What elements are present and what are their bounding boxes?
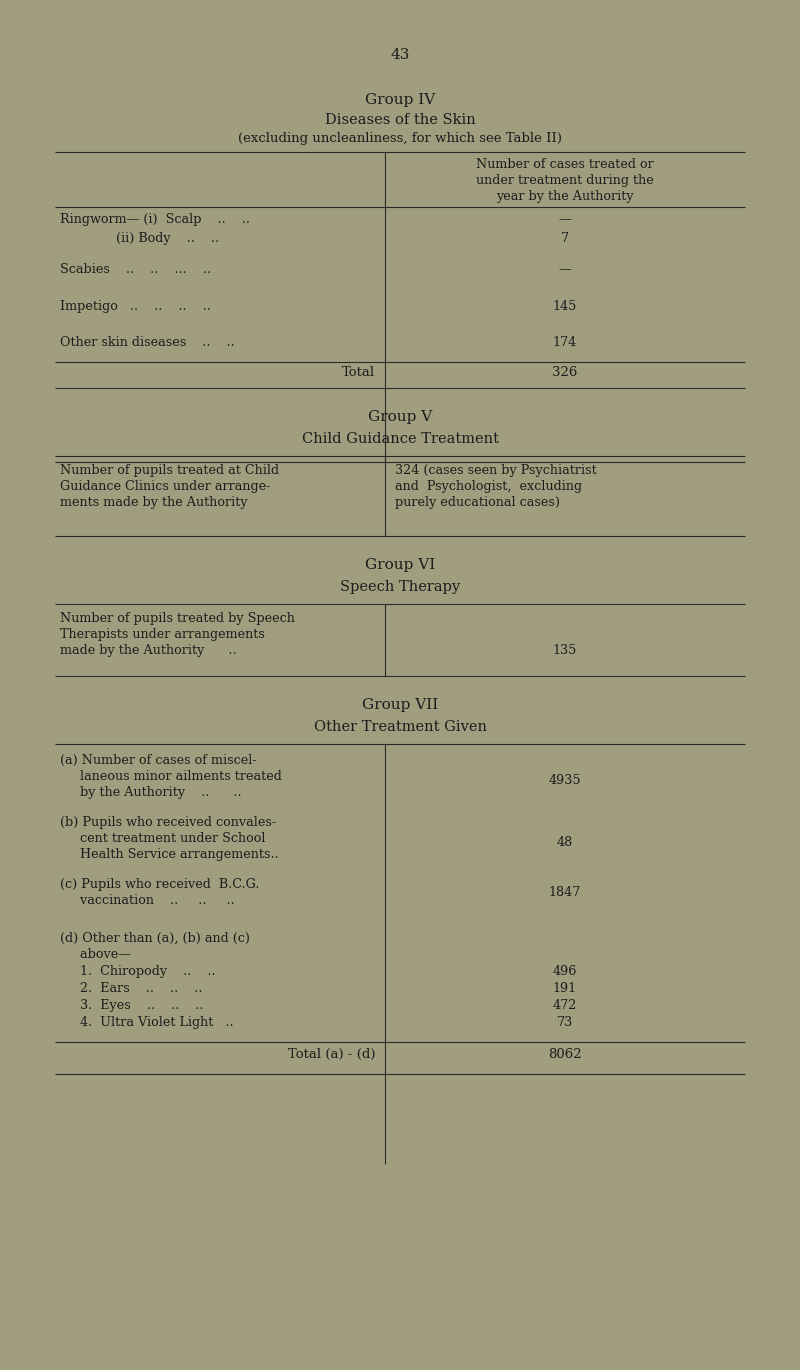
Text: 7: 7: [561, 232, 569, 245]
Text: 145: 145: [553, 300, 577, 312]
Text: 3.  Eyes    ..    ..    ..: 3. Eyes .. .. ..: [80, 999, 203, 1012]
Text: year by the Authority: year by the Authority: [496, 190, 634, 203]
Text: under treatment during the: under treatment during the: [476, 174, 654, 186]
Text: Other skin diseases    ..    ..: Other skin diseases .. ..: [60, 336, 234, 349]
Text: Number of pupils treated by Speech: Number of pupils treated by Speech: [60, 612, 295, 625]
Text: Group VI: Group VI: [365, 558, 435, 573]
Text: Ringworm— (i)  Scalp    ..    ..: Ringworm— (i) Scalp .. ..: [60, 212, 250, 226]
Text: (b) Pupils who received convales-: (b) Pupils who received convales-: [60, 817, 276, 829]
Text: Number of cases treated or: Number of cases treated or: [476, 158, 654, 171]
Text: Speech Therapy: Speech Therapy: [340, 580, 460, 595]
Text: laneous minor ailments treated: laneous minor ailments treated: [60, 770, 282, 784]
Text: and  Psychologist,  excluding: and Psychologist, excluding: [395, 479, 582, 493]
Text: 1.  Chiropody    ..    ..: 1. Chiropody .. ..: [80, 964, 216, 978]
Text: 4.  Ultra Violet Light   ..: 4. Ultra Violet Light ..: [80, 1017, 234, 1029]
Text: ments made by the Authority: ments made by the Authority: [60, 496, 248, 510]
Text: (d) Other than (a), (b) and (c): (d) Other than (a), (b) and (c): [60, 932, 250, 945]
Text: —: —: [558, 212, 571, 226]
Text: 2.  Ears    ..    ..    ..: 2. Ears .. .. ..: [80, 982, 202, 995]
Text: 4935: 4935: [549, 774, 582, 786]
Text: Health Service arrangements..: Health Service arrangements..: [60, 848, 278, 860]
Text: Impetigo   ..    ..    ..    ..: Impetigo .. .. .. ..: [60, 300, 211, 312]
Text: (c) Pupils who received  B.C.G.: (c) Pupils who received B.C.G.: [60, 878, 259, 891]
Text: above—: above—: [60, 948, 131, 960]
Text: 48: 48: [557, 836, 573, 849]
Text: vaccination    ..     ..     ..: vaccination .. .. ..: [60, 895, 234, 907]
Text: 324 (cases seen by Psychiatrist: 324 (cases seen by Psychiatrist: [395, 464, 597, 477]
Text: 43: 43: [390, 48, 410, 62]
Text: Other Treatment Given: Other Treatment Given: [314, 721, 486, 734]
Text: Therapists under arrangements: Therapists under arrangements: [60, 627, 265, 641]
Text: Child Guidance Treatment: Child Guidance Treatment: [302, 432, 498, 447]
Text: 135: 135: [553, 644, 577, 658]
Text: 326: 326: [552, 366, 578, 379]
Text: 496: 496: [553, 964, 577, 978]
Text: Group V: Group V: [368, 410, 432, 423]
Text: (ii) Body    ..    ..: (ii) Body .. ..: [60, 232, 219, 245]
Text: by the Authority    ..      ..: by the Authority .. ..: [60, 786, 242, 799]
Text: 73: 73: [557, 1017, 573, 1029]
Text: Total: Total: [342, 366, 375, 379]
Text: Group VII: Group VII: [362, 697, 438, 712]
Text: 1847: 1847: [549, 886, 581, 899]
Text: Guidance Clinics under arrange-: Guidance Clinics under arrange-: [60, 479, 270, 493]
Text: Number of pupils treated at Child: Number of pupils treated at Child: [60, 464, 279, 477]
Text: cent treatment under School: cent treatment under School: [60, 832, 266, 845]
Text: Total (a) - (d): Total (a) - (d): [287, 1048, 375, 1060]
Text: Scabies    ..    ..    ...    ..: Scabies .. .. ... ..: [60, 263, 211, 275]
Text: Group IV: Group IV: [365, 93, 435, 107]
Text: (a) Number of cases of miscel-: (a) Number of cases of miscel-: [60, 754, 257, 767]
Text: 174: 174: [553, 336, 577, 349]
Text: 8062: 8062: [548, 1048, 582, 1060]
Text: purely educational cases): purely educational cases): [395, 496, 560, 510]
Text: Diseases of the Skin: Diseases of the Skin: [325, 112, 475, 127]
Text: —: —: [558, 263, 571, 275]
Text: 191: 191: [553, 982, 577, 995]
Text: 472: 472: [553, 999, 577, 1012]
Text: made by the Authority      ..: made by the Authority ..: [60, 644, 237, 658]
Text: (excluding uncleanliness, for which see Table II): (excluding uncleanliness, for which see …: [238, 132, 562, 145]
